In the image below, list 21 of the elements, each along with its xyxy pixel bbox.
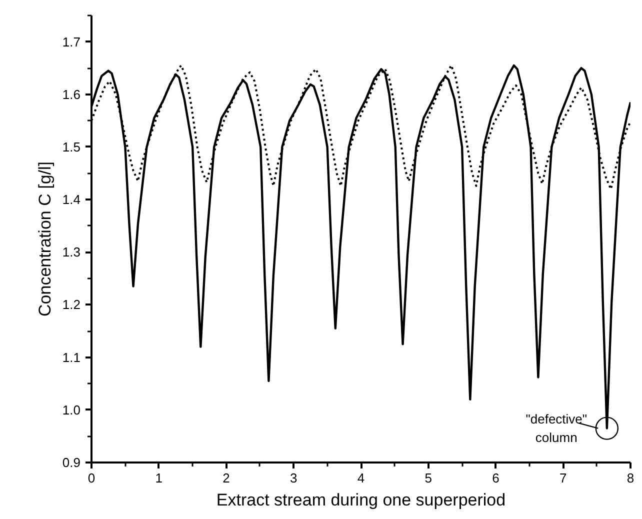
x-tick-label: 7 [560,470,567,486]
x-tick-label: 1 [155,470,162,486]
y-tick-label: 1.0 [62,402,81,418]
x-tick-label: 6 [492,470,500,486]
y-axis-title: Concentration C [g/l] [35,162,54,316]
y-tick-label: 1.3 [62,244,81,260]
x-tick-label: 5 [424,470,432,486]
y-tick-label: 1.6 [62,86,81,102]
x-tick-label: 8 [626,470,634,486]
y-tick-label: 1.1 [62,350,81,365]
x-tick-label: 3 [290,470,298,486]
annotation: "defective" column [526,411,588,445]
y-tick-label: 1.7 [62,34,81,50]
x-tick-label: 0 [88,470,96,486]
y-tick-label: 1.4 [62,192,81,208]
y-tick-label: 1.2 [62,297,81,312]
y-tick-label: 1.5 [62,139,81,154]
x-axis-title: Extract stream during one superperiod [216,490,506,510]
x-tick-label: 4 [357,470,365,486]
x-tick-label: 2 [222,470,230,486]
y-tick-label: 0.9 [62,455,81,470]
